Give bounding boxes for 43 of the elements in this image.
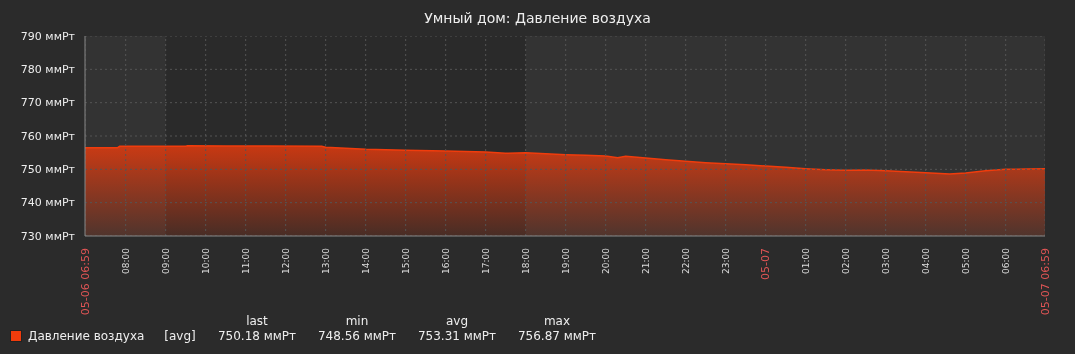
y-tick-label: 780 ммРт — [20, 62, 76, 76]
y-tick-label: 790 ммРт — [20, 29, 76, 43]
x-tick-label: 14:00 — [360, 247, 371, 274]
x-tick-label: 06:00 — [1000, 247, 1011, 274]
x-tick-label: 15:00 — [400, 247, 411, 274]
text: max — [542, 314, 572, 328]
x-tick-label: 05-06 06:59 — [78, 248, 92, 316]
legend-label: Давление воздуха — [28, 329, 145, 343]
x-tick-label: 05:00 — [960, 247, 971, 274]
x-tick-label: 13:00 — [320, 247, 331, 274]
text: last — [245, 314, 269, 328]
text: min — [344, 314, 370, 328]
text: avg — [444, 314, 470, 328]
x-tick-label: 23:00 — [720, 247, 731, 274]
x-tick-label: 17:00 — [480, 247, 491, 274]
x-tick-label: 09:00 — [160, 247, 171, 274]
x-tick-label: 01:00 — [800, 247, 811, 274]
x-tick-label: 16:00 — [440, 247, 451, 274]
y-tick-label: 760 ммРт — [20, 129, 76, 143]
x-tick-label: 08:00 — [120, 247, 131, 274]
x-tick-label: 12:00 — [280, 247, 291, 274]
x-tick-label: 04:00 — [920, 247, 931, 274]
y-tick-label: 740 ммРт — [20, 196, 76, 210]
text: 753.31 ммРт — [416, 329, 498, 343]
y-tick-label: 770 ммРт — [20, 96, 76, 110]
x-tick-label: 19:00 — [560, 247, 571, 274]
text: [avg] — [164, 329, 196, 343]
x-tick-label: 11:00 — [240, 247, 251, 274]
x-tick-label: 18:00 — [520, 247, 531, 274]
chart-title: Умный дом: Давление воздуха — [423, 10, 652, 26]
x-tick-label: 03:00 — [880, 247, 891, 274]
x-tick-label: 05-07 06:59 — [1038, 248, 1052, 316]
y-tick-label: 750 ммРт — [20, 162, 76, 176]
x-tick-label: 21:00 — [640, 247, 651, 274]
x-tick-label: 05-07 — [759, 248, 773, 280]
text: 756.87 ммРт — [516, 329, 598, 343]
x-tick-label: 02:00 — [840, 247, 851, 274]
x-tick-label: 22:00 — [680, 247, 691, 274]
text: 750.18 ммРт — [216, 329, 298, 343]
x-tick-label: 10:00 — [200, 247, 211, 274]
x-tick-label: 20:00 — [600, 247, 611, 274]
y-tick-label: 730 ммРт — [20, 229, 76, 243]
text: 748.56 ммРт — [316, 329, 398, 343]
